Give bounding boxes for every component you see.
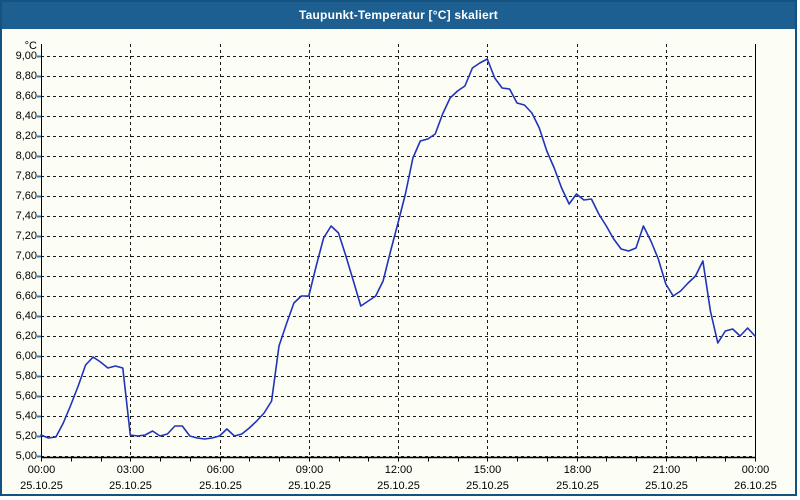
x-axis-time-label: 00:00 bbox=[741, 464, 770, 476]
window-title: Taupunkt-Temperatur [°C] skaliert bbox=[299, 8, 498, 22]
x-axis-time-label: 06:00 bbox=[206, 464, 235, 476]
chart-area: °C 9,00 8,80 8,60 8,40 8,20 8,00 7,80 7,60 7,40 7… bbox=[2, 29, 795, 494]
y-axis-label: 7,40 bbox=[15, 210, 37, 222]
y-axis-label: 8,60 bbox=[15, 90, 37, 102]
y-axis-label: 8,20 bbox=[15, 130, 37, 142]
y-axis-label: 7,60 bbox=[15, 190, 37, 202]
x-axis-date-label: 25.10.25 bbox=[377, 480, 420, 492]
x-axis-time-label: 18:00 bbox=[563, 464, 592, 476]
x-axis-date-label: 26.10.25 bbox=[734, 480, 777, 492]
x-axis-date-label: 25.10.25 bbox=[645, 480, 688, 492]
x-axis-time-label: 12:00 bbox=[384, 464, 413, 476]
y-axis-label: 6,00 bbox=[15, 350, 37, 362]
x-axis-date-label: 25.10.25 bbox=[20, 480, 63, 492]
y-axis-label: 6,60 bbox=[15, 290, 37, 302]
y-axis-label: 5,80 bbox=[15, 370, 37, 382]
y-axis-label: 7,00 bbox=[15, 250, 37, 262]
y-axis-label: 5,00 bbox=[15, 450, 37, 462]
y-axis-label: 6,40 bbox=[15, 310, 37, 322]
title-bar: Taupunkt-Temperatur [°C] skaliert bbox=[2, 2, 795, 29]
y-axis-label: 5,60 bbox=[15, 390, 37, 402]
y-axis-label: 5,40 bbox=[15, 410, 37, 422]
x-axis-date-label: 25.10.25 bbox=[288, 480, 331, 492]
x-axis-time-label: 21:00 bbox=[652, 464, 681, 476]
y-axis-label: 8,00 bbox=[15, 150, 37, 162]
y-axis-label: 6,20 bbox=[15, 330, 37, 342]
x-axis-time-label: 09:00 bbox=[295, 464, 324, 476]
y-axis-label: 6,80 bbox=[15, 270, 37, 282]
series-line-taupunkt-temperatur bbox=[40, 58, 756, 440]
x-axis-date-label: 25.10.25 bbox=[556, 480, 599, 492]
x-axis-time-label: 00:00 bbox=[27, 464, 56, 476]
x-axis-time-label: 15:00 bbox=[473, 464, 502, 476]
y-axis-label: 8,80 bbox=[15, 70, 37, 82]
x-axis-date-label: 25.10.25 bbox=[109, 480, 152, 492]
y-axis-label: 5,20 bbox=[15, 430, 37, 442]
plot-svg bbox=[37, 44, 756, 462]
y-axis-label: 9,00 bbox=[15, 50, 37, 62]
y-axis-unit-label: °C bbox=[24, 40, 37, 52]
y-axis-label: 7,20 bbox=[15, 230, 37, 242]
y-axis-label: 8,40 bbox=[15, 110, 37, 122]
x-axis-time-label: 03:00 bbox=[116, 464, 145, 476]
x-axis-date-label: 25.10.25 bbox=[466, 480, 509, 492]
x-axis-date-label: 25.10.25 bbox=[199, 480, 242, 492]
y-axis-label: 7,80 bbox=[15, 170, 37, 182]
